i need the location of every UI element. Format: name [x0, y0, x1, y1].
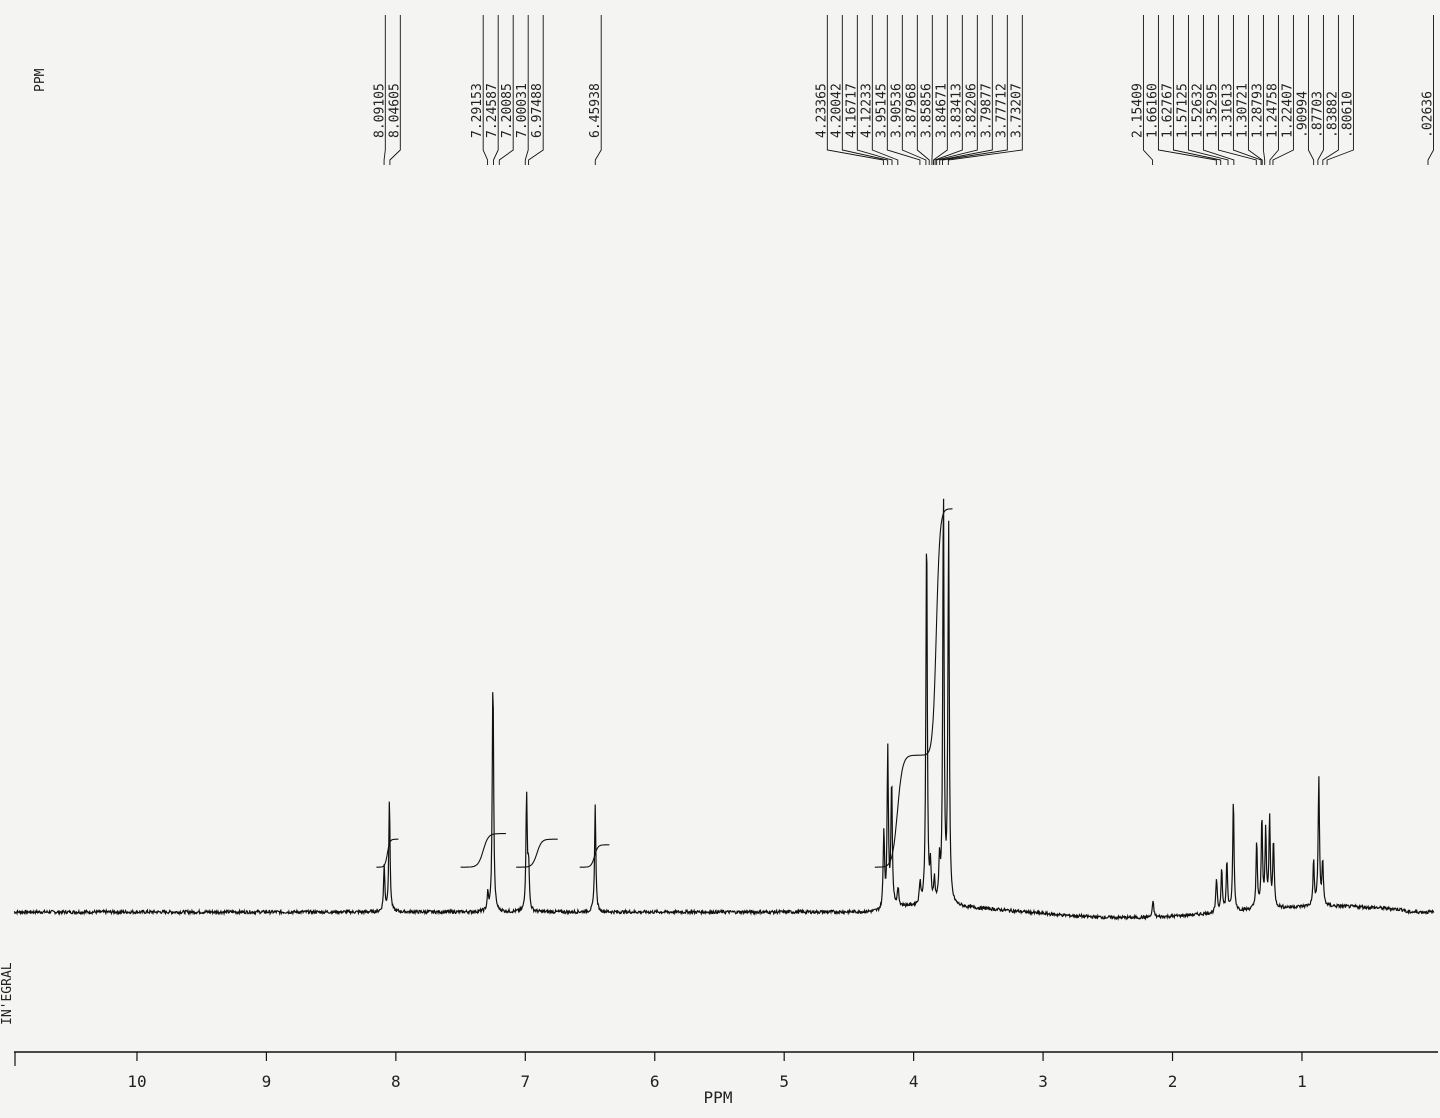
- integral-label: IN'EGRAL: [0, 962, 15, 1025]
- peak-leader-line: [934, 140, 963, 165]
- spectrum-line: [13, 498, 1435, 921]
- peak-label: 3.85856: [919, 83, 934, 138]
- peak-label: 3.77712: [994, 83, 1009, 138]
- peak-label: 1.66160: [1145, 83, 1160, 138]
- peak-label: 7.20085: [500, 83, 515, 138]
- peak-leader-line: [936, 140, 978, 165]
- peak-leader-line: [871, 140, 899, 165]
- integral-trace: [376, 508, 953, 868]
- peak-leader-line: [901, 140, 927, 165]
- peak-label: 4.12233: [859, 83, 874, 138]
- x-tick-label: 1: [1297, 1072, 1307, 1091]
- peak-label: .87703: [1310, 91, 1325, 138]
- peak-label: 1.62767: [1160, 83, 1175, 138]
- x-axis-ticks: 10 9 8 7 6 5 4 3 2 1: [127, 1052, 1307, 1091]
- peak-label: 1.57125: [1175, 83, 1190, 138]
- peak-label: 1.30721: [1235, 83, 1250, 138]
- peak-label: 6.45938: [588, 83, 603, 138]
- peak-label: 1.35295: [1205, 83, 1220, 138]
- peak-label: 1.31613: [1220, 83, 1235, 138]
- corner-ppm-label: PPM: [33, 68, 48, 92]
- peak-leader-line: [1202, 140, 1235, 165]
- peak-label: 4.23365: [814, 83, 829, 138]
- peak-leader-line: [886, 140, 921, 165]
- peak-leader-line: [1217, 140, 1257, 165]
- peak-leader-line: [826, 140, 884, 165]
- peak-label: 4.20042: [829, 83, 844, 138]
- peak-label: 1.22407: [1280, 83, 1295, 138]
- peak-label: 3.83413: [949, 83, 964, 138]
- peak-label: 3.79877: [979, 83, 994, 138]
- peak-leader-line: [594, 140, 602, 165]
- peak-leader-line: [1172, 140, 1222, 165]
- peak-leader-line: [1232, 140, 1262, 165]
- peak-label: 1.52632: [1190, 83, 1205, 138]
- peak-label: 8.09105: [372, 83, 387, 138]
- integral-step: [516, 838, 558, 868]
- peak-label: 8.04605: [387, 83, 402, 138]
- x-tick-label: 9: [262, 1072, 272, 1091]
- integral-step: [376, 838, 399, 868]
- peak-label: 3.95145: [874, 83, 889, 138]
- peak-label: 3.87968: [904, 83, 919, 138]
- peak-leader-line: [1142, 140, 1154, 165]
- peak-leader-line: [933, 140, 948, 165]
- peak-leader-line: [947, 140, 1023, 165]
- peak-leader-line: [482, 140, 489, 165]
- peak-leader-line: [1322, 140, 1339, 165]
- peak-leader-line: [1187, 140, 1229, 165]
- peak-label-group: 8.09105 8.04605 7.29153 7.24587 7.20085 7.000…: [372, 15, 1436, 165]
- peak-label: .83882: [1325, 91, 1340, 138]
- integral-step: [460, 833, 506, 868]
- peak-label: 7.24587: [485, 83, 500, 138]
- x-tick-label: 3: [1038, 1072, 1048, 1091]
- peak-leader-line: [389, 140, 401, 165]
- peak-leader-line: [524, 140, 529, 165]
- peak-label: 1.28793: [1250, 83, 1265, 138]
- peak-leader-line: [383, 140, 386, 165]
- x-tick-label: 5: [779, 1072, 789, 1091]
- peak-label: 2.15409: [1130, 83, 1145, 138]
- peak-label: 7.29153: [470, 83, 485, 138]
- peak-label: 3.90536: [889, 83, 904, 138]
- peak-label: .90994: [1295, 91, 1310, 138]
- peak-leader-line: [528, 140, 544, 165]
- peak-leader-line: [856, 140, 893, 165]
- peak-leader-line: [1307, 140, 1315, 165]
- x-tick-label: 4: [909, 1072, 919, 1091]
- peak-leader-line: [939, 140, 993, 165]
- peak-label: 6.97488: [530, 83, 545, 138]
- peak-leader-line: [1317, 140, 1324, 165]
- peak-leader-line: [1247, 140, 1263, 165]
- x-tick-label: 2: [1168, 1072, 1178, 1091]
- peak-leader-line: [1262, 140, 1266, 165]
- peak-leader-line: [1269, 140, 1279, 165]
- peak-label: 7.00031: [515, 83, 530, 138]
- x-tick-label: 6: [650, 1072, 660, 1091]
- peak-label: 3.73207: [1009, 83, 1024, 138]
- peak-leader-line: [1326, 140, 1354, 165]
- integral-step: [874, 754, 921, 868]
- peak-leader-line: [1272, 140, 1294, 165]
- peak-label: 1.24758: [1265, 83, 1280, 138]
- x-tick-label: 10: [127, 1072, 146, 1091]
- x-axis-title: PPM: [704, 1088, 733, 1107]
- x-tick-label: 8: [391, 1072, 401, 1091]
- peak-label: .80610: [1340, 91, 1355, 138]
- peak-leader-line: [498, 140, 514, 165]
- x-tick-label: 7: [520, 1072, 530, 1091]
- peak-leader-line: [1157, 140, 1217, 165]
- peak-label: 3.82206: [964, 83, 979, 138]
- peak-leader-line: [942, 140, 1008, 165]
- peak-label: 3.84671: [934, 83, 949, 138]
- peak-leader-line: [1427, 140, 1434, 165]
- peak-label: .02636: [1421, 91, 1436, 138]
- peak-leader-line: [916, 140, 930, 165]
- peak-leader-line: [493, 140, 499, 165]
- peak-label: 4.16717: [844, 83, 859, 138]
- peak-leader-line: [841, 140, 889, 165]
